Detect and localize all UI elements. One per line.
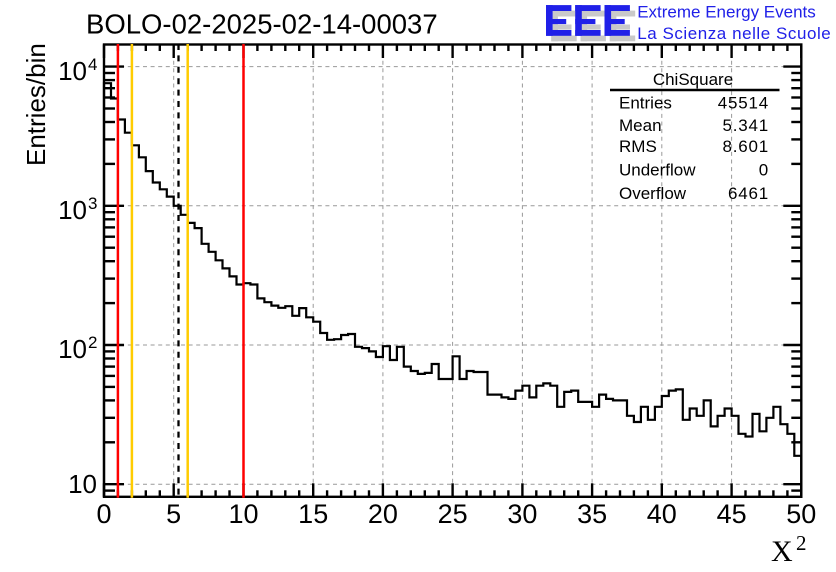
svg-text:2: 2 [796,531,807,555]
svg-text:35: 35 [577,499,607,529]
svg-text:45514: 45514 [718,93,769,112]
svg-text:45: 45 [717,499,747,529]
svg-text:Entries: Entries [619,93,672,112]
svg-text:15: 15 [298,499,328,529]
svg-text:10: 10 [228,499,258,529]
svg-text:Entries/bin: Entries/bin [21,43,51,166]
svg-text:4: 4 [88,55,97,74]
svg-text:RMS: RMS [619,137,657,156]
svg-text:0: 0 [759,160,769,179]
svg-text:Overflow: Overflow [619,184,687,203]
svg-text:La Scienza nelle Scuole: La Scienza nelle Scuole [637,24,831,43]
svg-text:5.341: 5.341 [722,116,769,135]
svg-text:40: 40 [647,499,677,529]
svg-text:Underflow: Underflow [619,160,696,179]
svg-text:10: 10 [58,56,87,86]
svg-text:BOLO-02-2025-02-14-00037: BOLO-02-2025-02-14-00037 [86,9,438,40]
svg-text:10: 10 [58,334,87,364]
svg-text:10: 10 [68,469,97,499]
svg-text:8.601: 8.601 [722,137,769,156]
svg-text:10: 10 [58,195,87,225]
svg-text:2: 2 [88,333,97,352]
svg-text:20: 20 [368,499,398,529]
svg-text:50: 50 [786,499,816,529]
svg-text:Mean: Mean [619,116,662,135]
svg-text:30: 30 [507,499,537,529]
svg-text:X: X [771,535,793,568]
svg-text:ChiSquare: ChiSquare [653,70,733,89]
svg-text:5: 5 [166,499,181,529]
svg-text:3: 3 [88,194,97,213]
svg-text:25: 25 [438,499,468,529]
svg-text:Extreme Energy Events: Extreme Energy Events [637,3,816,22]
svg-text:6461: 6461 [728,184,769,203]
svg-text:0: 0 [96,499,111,529]
